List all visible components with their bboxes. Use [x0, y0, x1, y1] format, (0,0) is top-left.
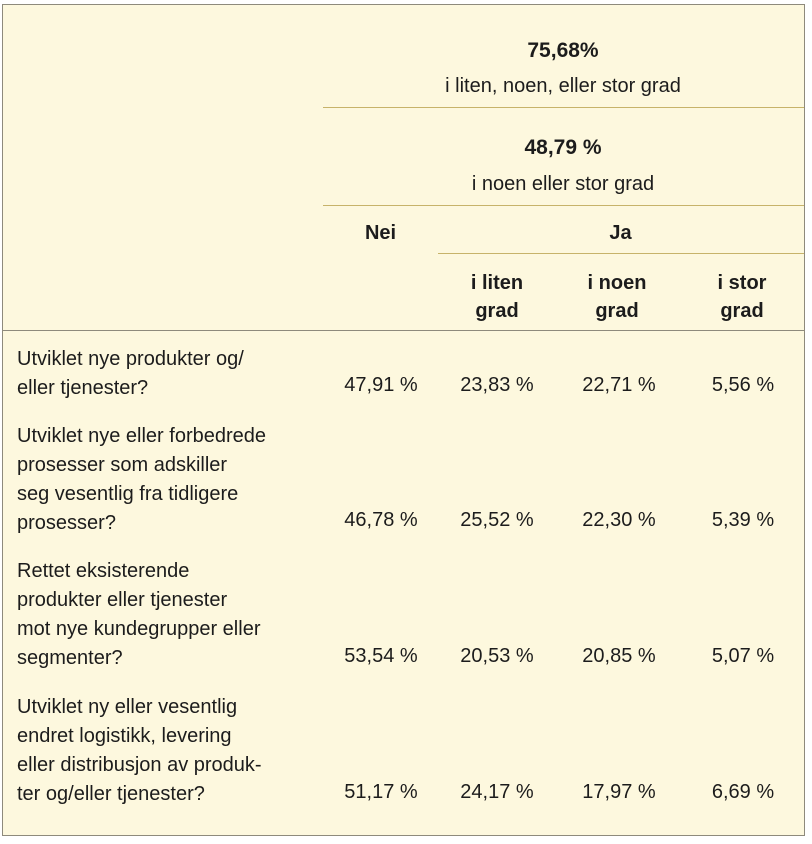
question-1-line1: Utviklet nye produkter og/ — [17, 348, 244, 370]
group2-label: i noen eller stor grad — [471, 173, 655, 195]
group1-value: 75,68% — [527, 39, 599, 62]
question-3-line3: mot nye kundegrupper eller — [17, 618, 261, 640]
divider-ja — [438, 253, 804, 254]
question-3-line1: Rettet eksisterende — [17, 560, 190, 582]
row1-i-stor: 5,56 % — [711, 374, 775, 396]
question-2: Utviklet nye eller forbedrede prosesser … — [17, 422, 322, 538]
column-header-i-liten-grad: i liten grad — [438, 269, 556, 325]
row1-nei: 47,91 % — [344, 374, 418, 396]
question-3-line4: segmenter? — [17, 647, 123, 669]
question-3-line2: produkter eller tjenester — [17, 589, 228, 611]
question-4: Utviklet ny eller vesentlig endret logis… — [17, 693, 322, 809]
question-4-line1: Utviklet ny eller vesentlig — [17, 696, 238, 718]
column-header-i-stor-line2: grad — [720, 300, 764, 322]
column-header-i-stor-grad: i stor grad — [683, 269, 801, 325]
row2-i-noen: 22,30 % — [582, 509, 656, 531]
row1-i-noen: 22,71 % — [582, 374, 656, 396]
row2-i-liten: 25,52 % — [460, 509, 534, 531]
question-2-line2: prosesser som adskiller — [17, 454, 228, 476]
row3-i-liten: 20,53 % — [460, 645, 534, 667]
row3-i-noen: 20,85 % — [582, 645, 656, 667]
question-4-line2: endret logistikk, levering — [17, 725, 232, 747]
column-header-i-noen-line1: i noen — [587, 272, 647, 294]
column-header-i-noen-line2: grad — [595, 300, 639, 322]
divider-group2 — [323, 205, 804, 206]
row4-i-liten: 24,17 % — [460, 781, 534, 803]
survey-table: 75,68% i liten, noen, eller stor grad 48… — [2, 4, 805, 836]
column-header-nei: Nei — [364, 222, 397, 244]
question-3: Rettet eksisterende produkter eller tjen… — [17, 557, 322, 673]
column-header-i-noen-grad: i noen grad — [558, 269, 676, 325]
question-4-line3: eller distribusjon av produk- — [17, 754, 262, 776]
row2-nei: 46,78 % — [344, 509, 418, 531]
group2-value: 48,79 % — [524, 136, 602, 159]
row1-i-liten: 23,83 % — [460, 374, 534, 396]
question-4-line4: ter og/eller tjenester? — [17, 783, 205, 805]
group1-label: i liten, noen, eller stor grad — [445, 75, 681, 97]
question-1: Utviklet nye produkter og/ eller tjenest… — [17, 345, 322, 403]
row4-i-noen: 17,97 % — [582, 781, 656, 803]
row2-i-stor: 5,39 % — [711, 509, 775, 531]
row3-nei: 53,54 % — [344, 645, 418, 667]
question-2-line3: seg vesentlig fra tidligere — [17, 483, 239, 505]
row3-i-stor: 5,07 % — [711, 645, 775, 667]
question-2-line4: prosesser? — [17, 512, 116, 534]
column-header-i-stor-line1: i stor — [717, 272, 767, 294]
column-header-ja: Ja — [609, 222, 632, 244]
column-header-i-liten-line1: i liten — [470, 272, 524, 294]
question-1-line2: eller tjenester? — [17, 377, 149, 399]
question-2-line1: Utviklet nye eller forbedrede — [17, 425, 267, 447]
row4-i-stor: 6,69 % — [711, 781, 775, 803]
divider-group1 — [323, 107, 804, 108]
row4-nei: 51,17 % — [344, 781, 418, 803]
column-header-i-liten-line2: grad — [475, 300, 519, 322]
header-bottom-divider — [3, 330, 804, 331]
